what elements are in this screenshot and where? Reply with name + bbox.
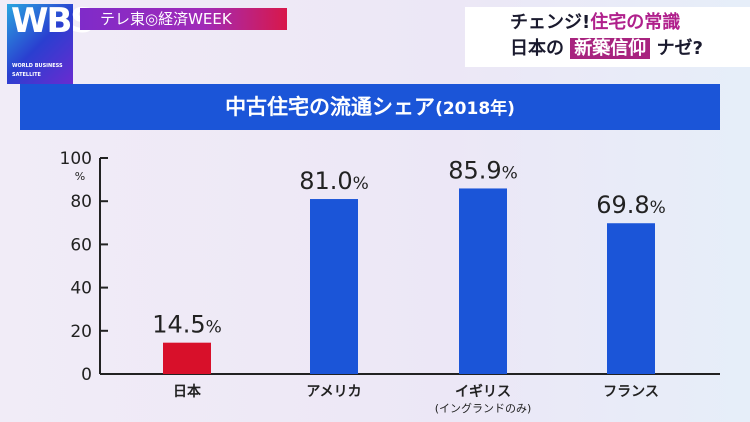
headline-2b: ナゼ? (656, 38, 704, 59)
chart-title-banner: 中古住宅の流通シェア(2018年) (20, 84, 720, 130)
bar-0 (163, 342, 211, 374)
y-tick-label: 60 (70, 235, 92, 255)
y-tick-label: 0 (81, 365, 92, 385)
data-label: 69.8% (596, 191, 666, 219)
headline: チェンジ!住宅の常識 日本の 新築信仰 ナゼ? (465, 7, 750, 67)
bar-3 (607, 223, 655, 374)
y-tick-label: 80 (70, 192, 92, 212)
bar-2 (459, 188, 507, 374)
x-tick-note: (イングランドのみ) (435, 401, 532, 415)
headline-2a: 日本の (510, 38, 564, 59)
x-tick-label: フランス (603, 384, 659, 400)
logo-text: WORLD BUSINESS SATELLITE (12, 63, 63, 78)
y-tick-label: 40 (70, 279, 92, 299)
y-tick-label: 100 (60, 149, 92, 169)
headline-highlight: 新築信仰 (570, 38, 651, 59)
data-label: 14.5% (152, 311, 222, 339)
bar-1 (310, 199, 358, 374)
headline-1a: チェンジ! (510, 12, 591, 33)
chart-title: 中古住宅の流通シェア (225, 95, 436, 119)
data-label: 81.0% (299, 167, 369, 195)
chart-title-suffix: (2018年) (435, 99, 515, 119)
x-tick-label: イギリス (455, 383, 511, 400)
x-tick-label: 日本 (173, 383, 202, 400)
y-tick-label: 20 (70, 322, 92, 342)
y-unit-label: % (75, 170, 85, 183)
data-label: 85.9% (448, 156, 518, 184)
headline-1b: 住宅の常識 (590, 12, 681, 33)
program-brand: テレ東◎経済WEEK (80, 8, 287, 30)
x-tick-label: アメリカ (306, 384, 361, 400)
